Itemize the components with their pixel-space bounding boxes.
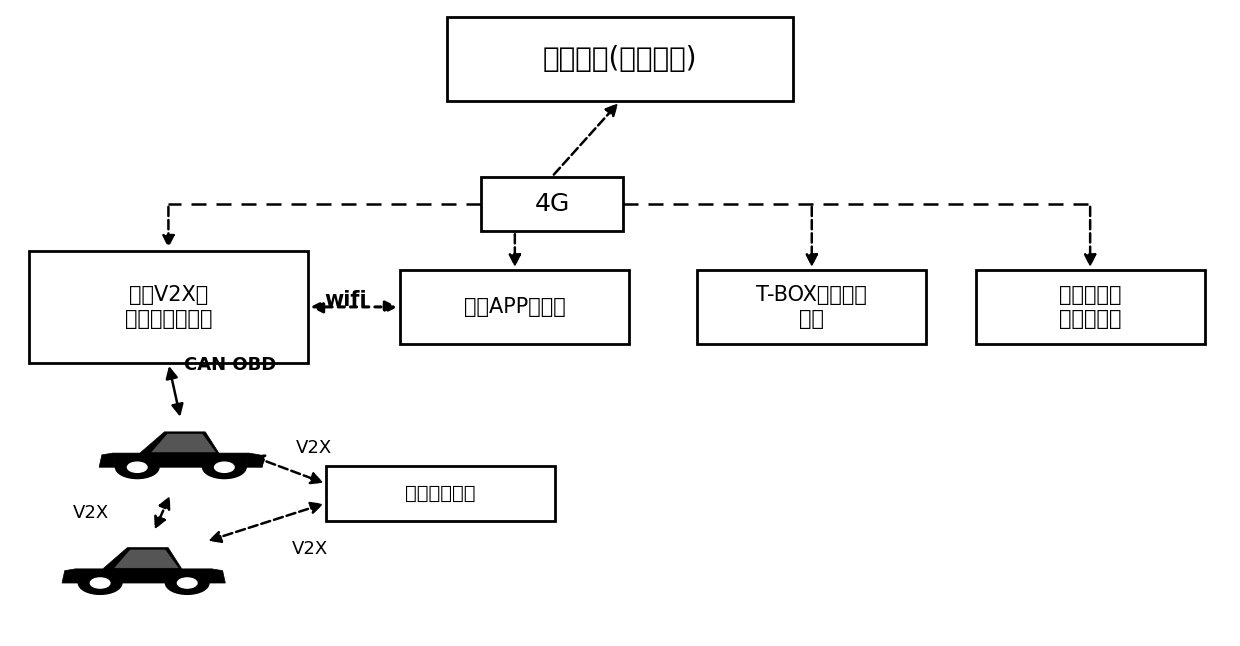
Text: V2X: V2X (73, 504, 109, 522)
Text: V2X: V2X (296, 439, 332, 457)
Bar (326, 466, 556, 521)
Text: T-BOX信息管理
系统: T-BOX信息管理 系统 (756, 286, 867, 329)
Circle shape (91, 578, 110, 588)
Text: CAN OBD: CAN OBD (185, 356, 277, 374)
Polygon shape (210, 569, 226, 583)
Text: 基于V2X的
多功能车载终端: 基于V2X的 多功能车载终端 (125, 286, 212, 329)
Polygon shape (99, 453, 115, 467)
Bar (446, 17, 794, 101)
Polygon shape (62, 569, 78, 583)
Bar (401, 270, 629, 344)
Circle shape (215, 462, 234, 472)
Circle shape (165, 572, 210, 594)
Text: V2X: V2X (293, 541, 329, 558)
Bar (976, 270, 1204, 344)
Polygon shape (113, 432, 249, 467)
Circle shape (115, 456, 159, 479)
Circle shape (78, 572, 122, 594)
Polygon shape (76, 548, 212, 583)
Polygon shape (151, 433, 216, 452)
Text: 4G: 4G (534, 192, 569, 216)
Text: 手机APP客户端: 手机APP客户端 (464, 297, 565, 317)
Circle shape (128, 462, 148, 472)
Bar (697, 270, 926, 344)
Circle shape (202, 456, 246, 479)
Polygon shape (246, 453, 263, 467)
Text: wifi: wifi (324, 291, 367, 311)
Polygon shape (114, 549, 179, 568)
Text: 路侧交通设施: 路侧交通设施 (405, 484, 476, 503)
Bar (30, 251, 308, 363)
Text: 服务器端(数据中心): 服务器端(数据中心) (543, 45, 697, 73)
Circle shape (177, 578, 197, 588)
Text: 第三方应用
天气、路况: 第三方应用 天气、路况 (1059, 286, 1121, 329)
Bar (481, 176, 622, 231)
